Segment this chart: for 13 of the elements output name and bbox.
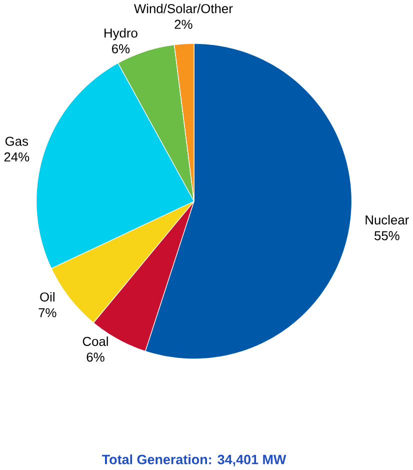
data-label: 2%	[174, 20, 192, 29]
slice-label: Oil	[40, 292, 54, 302]
data-label: 6%	[112, 44, 130, 54]
data-label: 7%	[38, 308, 56, 318]
data-label: 55%	[374, 231, 400, 240]
slice-label: Coal	[82, 336, 108, 346]
slice-label: Hydro	[104, 28, 138, 40]
data-label: 6%	[86, 352, 104, 362]
slice-label: Wind/Solar/Other	[134, 4, 233, 14]
slice-label: Nuclear	[366, 215, 409, 225]
data-label: 24%	[4, 152, 30, 162]
slice-label: Gas	[6, 136, 28, 146]
text: Total Generation: 34,401 MW	[102, 454, 286, 466]
